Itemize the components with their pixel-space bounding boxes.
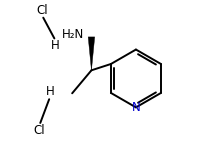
Polygon shape [88,37,95,70]
Text: H: H [51,39,59,52]
Text: Cl: Cl [37,4,48,17]
Text: H: H [46,85,54,98]
Text: N: N [132,101,140,114]
Text: Cl: Cl [34,124,45,137]
Text: H₂N: H₂N [62,28,84,41]
